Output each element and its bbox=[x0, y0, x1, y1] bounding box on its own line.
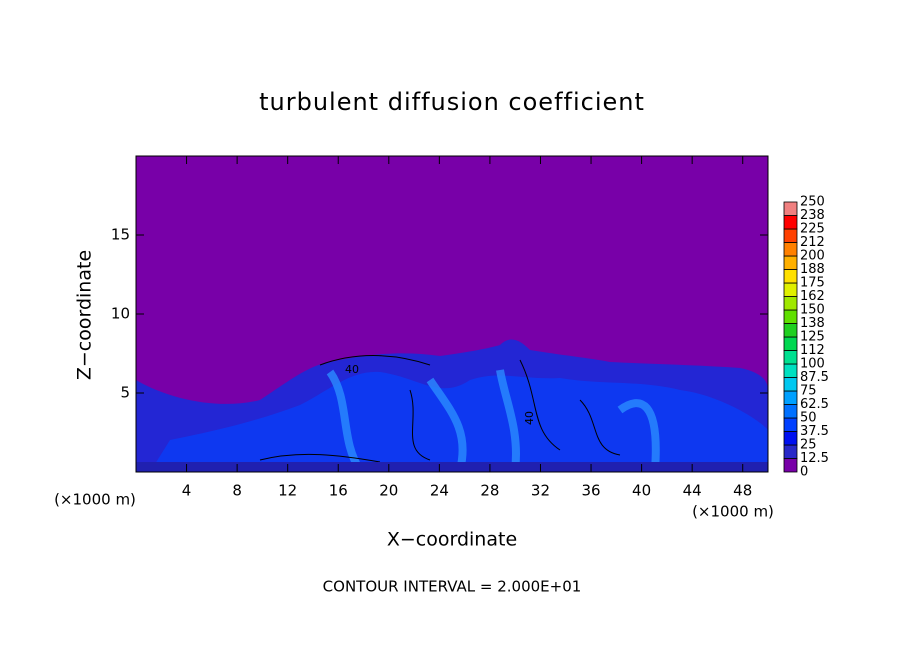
x-tick-label: 32 bbox=[531, 482, 550, 500]
colorbar-label: 212 bbox=[800, 235, 825, 250]
colorbar-cell bbox=[783, 242, 798, 257]
colorbar-label: 50 bbox=[800, 411, 817, 426]
colorbar-cell bbox=[783, 228, 798, 243]
colorbar-label: 0 bbox=[800, 465, 808, 480]
colorbar-cell bbox=[783, 323, 798, 338]
colorbar-label: 112 bbox=[800, 343, 825, 358]
x-tick-label: 12 bbox=[278, 482, 297, 500]
contour-label: 40 bbox=[523, 411, 536, 425]
colorbar-cell bbox=[783, 458, 798, 473]
colorbar-label: 12.5 bbox=[800, 451, 829, 466]
colorbar-cell bbox=[783, 363, 798, 378]
contour-label: 40 bbox=[345, 363, 359, 376]
colorbar-label: 250 bbox=[800, 195, 825, 210]
x-tick-label: 40 bbox=[632, 482, 651, 500]
annotation: CONTOUR INTERVAL = 2.000E+01 bbox=[323, 578, 582, 596]
colorbar-cell bbox=[783, 255, 798, 270]
colorbar-cell bbox=[783, 431, 798, 446]
colorbar-cell bbox=[783, 377, 798, 392]
x-tick-label: 36 bbox=[581, 482, 600, 500]
x-tick-label: 24 bbox=[430, 482, 449, 500]
colorbar-label: 138 bbox=[800, 316, 825, 331]
contour-field bbox=[136, 156, 768, 473]
colorbar-label: 150 bbox=[800, 303, 825, 318]
colorbar-label: 175 bbox=[800, 276, 825, 291]
x-tick-label: 48 bbox=[733, 482, 752, 500]
colorbar-label: 75 bbox=[800, 384, 817, 399]
x-unit: (×1000 m) bbox=[54, 491, 136, 509]
colorbar-cell bbox=[783, 417, 798, 432]
colorbar-cell bbox=[783, 269, 798, 284]
x-unit: (×1000 m) bbox=[692, 503, 774, 521]
x-tick-label: 8 bbox=[232, 482, 242, 500]
colorbar-label: 62.5 bbox=[800, 397, 829, 412]
colorbar-cell bbox=[783, 215, 798, 230]
colorbar-cell bbox=[783, 201, 798, 216]
field-region bbox=[136, 462, 768, 472]
colorbar-label: 87.5 bbox=[800, 370, 829, 385]
colorbar-cell bbox=[783, 309, 798, 324]
colorbar-label: 125 bbox=[800, 330, 825, 345]
colorbar-label: 25 bbox=[800, 438, 817, 453]
y-tick-label: 10 bbox=[111, 305, 130, 323]
chart-title: turbulent diffusion coefficient bbox=[259, 88, 645, 116]
colorbar-label: 225 bbox=[800, 222, 825, 237]
x-axis-label: X−coordinate bbox=[387, 529, 517, 551]
colorbar-cell bbox=[783, 350, 798, 365]
colorbar-label: 162 bbox=[800, 289, 825, 304]
colorbar-cell bbox=[783, 282, 798, 297]
y-axis-label: Z−coordinate bbox=[74, 250, 96, 380]
x-tick-label: 4 bbox=[182, 482, 192, 500]
x-tick-label: 44 bbox=[683, 482, 702, 500]
colorbar-cell bbox=[783, 444, 798, 459]
colorbar-cell bbox=[783, 390, 798, 405]
x-tick-label: 28 bbox=[480, 482, 499, 500]
x-tick-label: 16 bbox=[329, 482, 348, 500]
colorbar-cell bbox=[783, 336, 798, 351]
colorbar-label: 200 bbox=[800, 249, 825, 264]
colorbar-label: 238 bbox=[800, 208, 825, 223]
colorbar-label: 100 bbox=[800, 357, 825, 372]
x-tick-label: 20 bbox=[379, 482, 398, 500]
y-tick-label: 5 bbox=[120, 384, 130, 402]
colorbar-cell bbox=[783, 404, 798, 419]
y-tick-label: 15 bbox=[111, 226, 130, 244]
colorbar-cell bbox=[783, 296, 798, 311]
colorbar-label: 188 bbox=[800, 262, 825, 277]
contour-line bbox=[259, 355, 621, 463]
field-streak bbox=[326, 369, 660, 473]
colorbar-label: 37.5 bbox=[800, 424, 829, 439]
